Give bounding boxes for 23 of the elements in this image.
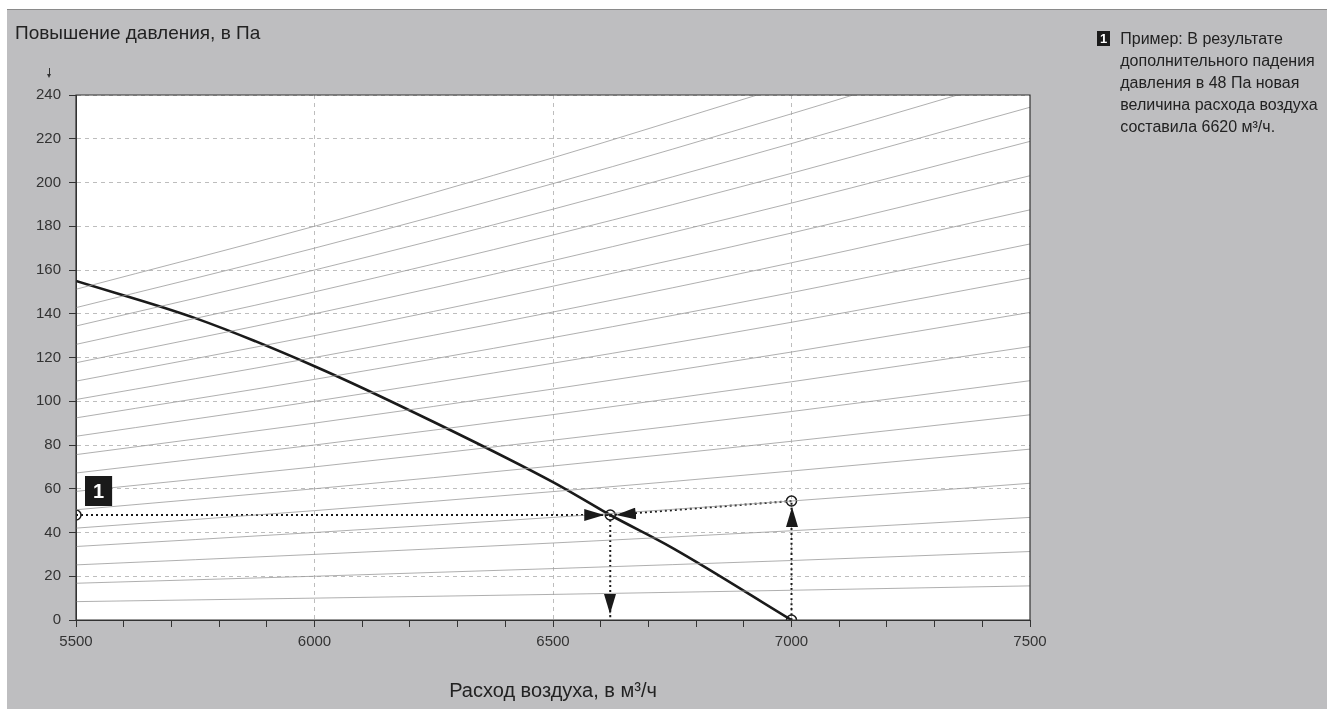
y-tick-label: 40 [44, 522, 61, 540]
y-tick-label: 20 [44, 566, 61, 584]
x-tick-label: 7500 [1013, 632, 1047, 650]
y-tick-label: 220 [35, 128, 61, 146]
y-axis-title: Повышение давления, в Па [15, 22, 261, 44]
y-tick-label: 100 [35, 391, 61, 409]
text: 1 [1097, 31, 1111, 46]
x-tick-label: 6500 [536, 632, 570, 650]
y-tick-label: 240 [35, 85, 61, 103]
annotation: 1 [93, 479, 105, 502]
x-tick-label: 6000 [297, 632, 332, 650]
y-tick-label: 80 [44, 435, 61, 453]
x-tick-label: 5500 [59, 632, 93, 650]
y-tick-label: 200 [35, 172, 61, 190]
y-tick-label: 160 [35, 260, 61, 278]
x-tick-label: 7000 [774, 632, 809, 650]
y-tick-label: 60 [44, 478, 61, 496]
y-tick-label: 0 [52, 610, 61, 628]
y-tick-label: 120 [35, 347, 61, 365]
y-tick-label: 180 [35, 216, 61, 234]
text: Пример: В результате дополнительного падения давления в 48 Па новая величина расхода воздуха составила 6620 м³/ч. [1120, 29, 1319, 137]
y-tick-label: 140 [35, 303, 61, 321]
x-axis-title: Расход воздуха, в м³/ч [449, 678, 657, 701]
